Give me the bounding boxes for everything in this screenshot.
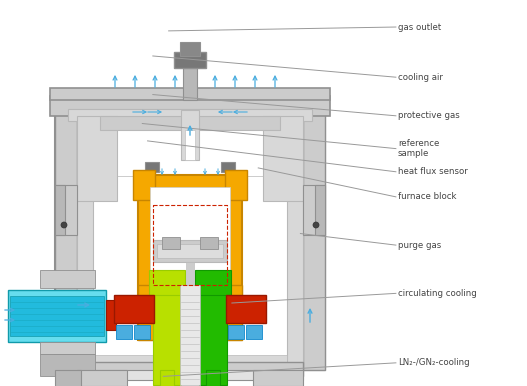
Bar bbox=[40, 270, 95, 288]
Bar bbox=[77, 370, 303, 380]
Bar bbox=[174, 285, 206, 340]
Bar bbox=[303, 100, 325, 370]
Bar bbox=[50, 88, 330, 100]
Bar bbox=[180, 42, 200, 56]
Text: protective gas: protective gas bbox=[398, 111, 460, 120]
Bar bbox=[315, 185, 325, 235]
Bar bbox=[138, 285, 166, 340]
Bar bbox=[117, 116, 263, 176]
Bar bbox=[77, 116, 93, 366]
Bar bbox=[77, 116, 117, 201]
Bar bbox=[150, 187, 230, 287]
Bar bbox=[116, 325, 132, 339]
Bar bbox=[253, 370, 303, 386]
Bar bbox=[200, 237, 218, 249]
Text: cooling air: cooling air bbox=[398, 73, 443, 82]
Bar bbox=[180, 285, 200, 385]
Bar bbox=[174, 52, 206, 68]
Bar bbox=[93, 355, 287, 365]
Bar bbox=[133, 170, 155, 200]
Bar bbox=[246, 325, 262, 339]
Bar bbox=[134, 325, 150, 339]
Bar bbox=[228, 325, 244, 339]
Bar bbox=[186, 262, 194, 372]
Text: circulating cooling: circulating cooling bbox=[398, 289, 476, 298]
Bar bbox=[214, 285, 242, 340]
Bar bbox=[145, 162, 159, 172]
Bar bbox=[77, 370, 127, 386]
Bar bbox=[55, 100, 325, 370]
Bar bbox=[303, 185, 325, 235]
Bar bbox=[185, 130, 195, 160]
Bar bbox=[225, 170, 247, 200]
Bar bbox=[153, 205, 227, 285]
Bar bbox=[8, 290, 106, 342]
Bar bbox=[157, 244, 223, 258]
Bar bbox=[183, 60, 197, 100]
Bar bbox=[93, 116, 287, 366]
Bar bbox=[55, 185, 77, 235]
Bar bbox=[55, 100, 77, 370]
Bar bbox=[50, 96, 330, 116]
Bar bbox=[226, 295, 266, 323]
Bar bbox=[55, 185, 65, 235]
Text: gas outlet: gas outlet bbox=[398, 22, 441, 32]
Bar bbox=[138, 175, 242, 340]
Bar bbox=[206, 370, 220, 386]
Bar bbox=[68, 109, 312, 121]
Bar bbox=[106, 300, 116, 330]
Circle shape bbox=[61, 222, 67, 228]
Bar bbox=[287, 116, 303, 366]
Text: purge gas: purge gas bbox=[398, 240, 441, 250]
Text: furnace block: furnace block bbox=[398, 192, 456, 201]
Bar bbox=[40, 342, 95, 354]
Bar bbox=[162, 237, 180, 249]
Bar bbox=[221, 162, 235, 172]
Bar bbox=[100, 116, 280, 130]
Bar bbox=[199, 285, 227, 385]
Bar bbox=[263, 116, 303, 201]
Text: reference
sample: reference sample bbox=[398, 139, 440, 158]
Bar bbox=[55, 370, 81, 386]
Bar bbox=[160, 370, 174, 386]
Bar bbox=[149, 270, 185, 295]
Text: LN₂-/GN₂-cooling: LN₂-/GN₂-cooling bbox=[398, 358, 470, 367]
Bar bbox=[114, 295, 154, 323]
Bar bbox=[153, 285, 181, 385]
Circle shape bbox=[313, 222, 319, 228]
Text: heat flux sensor: heat flux sensor bbox=[398, 167, 467, 176]
Bar bbox=[195, 270, 231, 295]
Bar bbox=[77, 362, 303, 376]
Bar bbox=[153, 240, 227, 262]
Bar bbox=[181, 110, 199, 160]
Bar bbox=[40, 354, 95, 376]
Bar bbox=[10, 296, 104, 336]
